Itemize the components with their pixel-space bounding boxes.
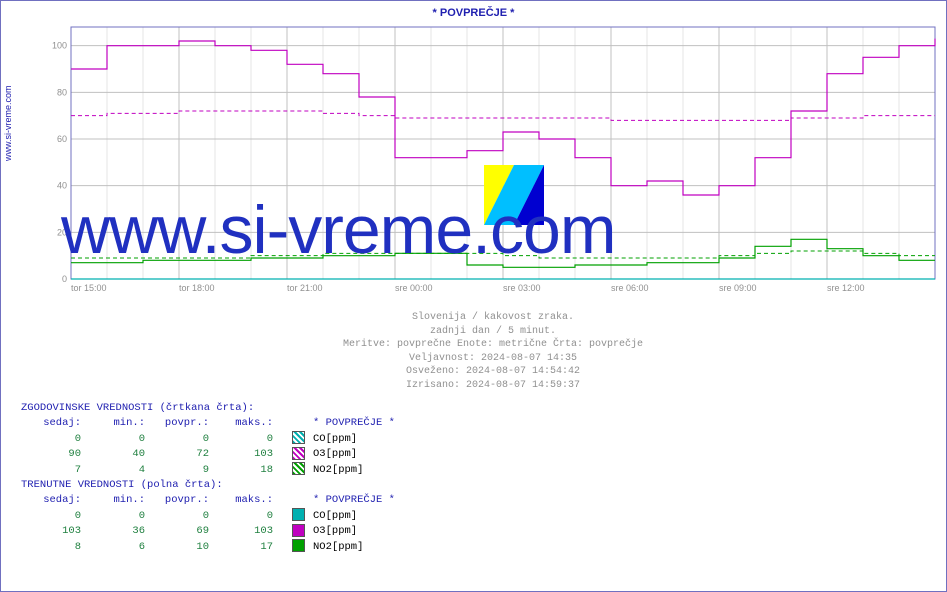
legend-value: 40 xyxy=(85,447,149,463)
svg-text:tor 18:00: tor 18:00 xyxy=(179,283,215,293)
svg-text:80: 80 xyxy=(57,87,67,97)
legend-col-header: min.: xyxy=(85,493,149,508)
legend-table: sedaj:min.:povpr.:maks.:* POVPREČJE *000… xyxy=(21,416,399,478)
legend-row: 904072103 O3[ppm] xyxy=(21,447,399,463)
legend-row: 0000CO[ppm] xyxy=(21,431,399,447)
legend-value: 0 xyxy=(213,508,277,524)
legend-value: 0 xyxy=(149,431,213,447)
chart-title: * POVPREČJE * xyxy=(1,1,946,19)
caption-line: Izrisano: 2024-08-07 14:59:37 xyxy=(49,379,937,393)
caption-line: Osveženo: 2024-08-07 14:54:42 xyxy=(49,365,937,379)
legend-row: 0000CO[ppm] xyxy=(21,508,399,524)
svg-text:tor 21:00: tor 21:00 xyxy=(287,283,323,293)
svg-text:100: 100 xyxy=(52,41,67,51)
legend-swatch xyxy=(292,462,305,475)
legend-col-header: maks.: xyxy=(213,416,277,431)
legend-series-header: * POVPREČJE * xyxy=(309,493,399,508)
chart-caption: Slovenija / kakovost zraka.zadnji dan / … xyxy=(49,311,937,392)
svg-text:sre 12:00: sre 12:00 xyxy=(827,283,865,293)
legend-col-header: povpr.: xyxy=(149,493,213,508)
legend-row: 1033669103O3[ppm] xyxy=(21,524,399,540)
y-axis-label: www.si-vreme.com xyxy=(3,85,13,161)
legend-col-header: maks.: xyxy=(213,493,277,508)
svg-text:0: 0 xyxy=(62,274,67,284)
legend-col-header: min.: xyxy=(85,416,149,431)
legend-value: 4 xyxy=(85,462,149,478)
svg-text:sre 03:00: sre 03:00 xyxy=(503,283,541,293)
chart-container: * POVPREČJE * www.si-vreme.com 020406080… xyxy=(0,0,947,592)
caption-line: Meritve: povprečne Enote: metrične Črta:… xyxy=(49,338,937,352)
legend-value: 0 xyxy=(85,508,149,524)
legend-series-header: * POVPREČJE * xyxy=(309,416,399,431)
legend-series-label: O3[ppm] xyxy=(309,447,399,463)
legend-value: 18 xyxy=(213,462,277,478)
legend-swatch xyxy=(292,447,305,460)
legend-col-header: sedaj: xyxy=(21,493,85,508)
legend-value: 0 xyxy=(149,508,213,524)
legend-value: 0 xyxy=(85,431,149,447)
legend-section-title: ZGODOVINSKE VREDNOSTI (črtkana črta): xyxy=(21,401,399,416)
svg-text:tor 15:00: tor 15:00 xyxy=(71,283,107,293)
legend-swatch xyxy=(292,524,305,537)
caption-line: zadnji dan / 5 minut. xyxy=(49,325,937,339)
legend-value: 7 xyxy=(21,462,85,478)
legend-swatch xyxy=(292,431,305,444)
legend-series-label: NO2[ppm] xyxy=(309,539,399,555)
legend-series-label: CO[ppm] xyxy=(309,431,399,447)
svg-text:sre 09:00: sre 09:00 xyxy=(719,283,757,293)
legend-col-header: povpr.: xyxy=(149,416,213,431)
legend-value: 9 xyxy=(149,462,213,478)
legend-value: 0 xyxy=(21,431,85,447)
legend-value: 72 xyxy=(149,447,213,463)
svg-text:sre 00:00: sre 00:00 xyxy=(395,283,433,293)
legend-section-title: TRENUTNE VREDNOSTI (polna črta): xyxy=(21,478,399,493)
legend-value: 0 xyxy=(21,508,85,524)
legend-value: 8 xyxy=(21,539,85,555)
caption-line: Slovenija / kakovost zraka. xyxy=(49,311,937,325)
line-chart: 0 20 40 60 80 100 tor 15:00 tor 18:00 tor 21:00 s… xyxy=(49,23,937,295)
legend-row: 861017 NO2[ppm] xyxy=(21,539,399,555)
svg-text:20: 20 xyxy=(57,227,67,237)
legend-value: 103 xyxy=(213,447,277,463)
legend-value: 90 xyxy=(21,447,85,463)
legend-series-label: O3[ppm] xyxy=(309,524,399,540)
legend-header-row: sedaj:min.:povpr.:maks.: * POVPREČJE * xyxy=(21,416,399,431)
legend-value: 0 xyxy=(213,431,277,447)
legend-swatch xyxy=(292,508,305,521)
legend-value: 69 xyxy=(149,524,213,540)
legend-col-header: sedaj: xyxy=(21,416,85,431)
legend-series-label: CO[ppm] xyxy=(309,508,399,524)
svg-text:40: 40 xyxy=(57,181,67,191)
legend-header-row: sedaj:min.:povpr.:maks.: * POVPREČJE * xyxy=(21,493,399,508)
legend-block: ZGODOVINSKE VREDNOSTI (črtkana črta):sed… xyxy=(21,401,399,555)
legend-value: 103 xyxy=(213,524,277,540)
legend-row: 74918 NO2[ppm] xyxy=(21,462,399,478)
legend-value: 103 xyxy=(21,524,85,540)
legend-value: 6 xyxy=(85,539,149,555)
legend-value: 36 xyxy=(85,524,149,540)
legend-swatch xyxy=(292,539,305,552)
caption-line: Veljavnost: 2024-08-07 14:35 xyxy=(49,352,937,366)
legend-series-label: NO2[ppm] xyxy=(309,462,399,478)
svg-text:60: 60 xyxy=(57,134,67,144)
svg-text:sre 06:00: sre 06:00 xyxy=(611,283,649,293)
legend-value: 10 xyxy=(149,539,213,555)
legend-table: sedaj:min.:povpr.:maks.:* POVPREČJE *000… xyxy=(21,493,399,555)
legend-value: 17 xyxy=(213,539,277,555)
